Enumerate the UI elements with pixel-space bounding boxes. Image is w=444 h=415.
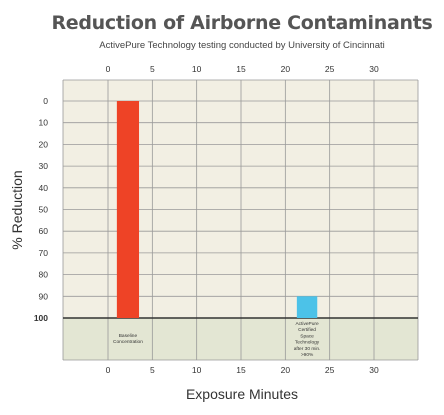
x-tick-label-bottom: 5	[150, 365, 155, 375]
x-tick-label-top: 15	[236, 64, 246, 74]
y-tick-label: 80	[39, 270, 49, 280]
x-tick-label-bottom: 10	[192, 365, 202, 375]
y-tick-label: 70	[39, 248, 49, 258]
chart-subtitle: ActivePure Technology testing conducted …	[99, 40, 385, 51]
label-band	[63, 318, 418, 360]
y-tick-label: 30	[39, 161, 49, 171]
bar	[116, 101, 140, 318]
plot-area	[63, 80, 418, 318]
x-tick-label-bottom: 25	[325, 365, 335, 375]
y-tick-label: 50	[39, 205, 49, 215]
x-axis-label: Exposure Minutes	[185, 386, 299, 402]
x-tick-label-top: 0	[106, 64, 111, 74]
x-tick-label-top: 30	[369, 64, 379, 74]
bar	[296, 296, 318, 318]
y-tick-label: 40	[39, 183, 49, 193]
x-tick-label-bottom: 15	[236, 365, 246, 375]
x-tick-label-top: 10	[192, 64, 202, 74]
x-tick-label-top: 20	[281, 64, 291, 74]
chart-title: Reduction of Airborne Contaminants	[51, 12, 433, 34]
x-tick-label-top: 5	[150, 64, 155, 74]
x-tick-label-bottom: 30	[369, 365, 379, 375]
y-tick-label: 20	[39, 139, 49, 149]
y-tick-label: 100	[34, 313, 48, 323]
bar-label: Baseline Concentration	[113, 333, 143, 345]
y-tick-label: 60	[39, 226, 49, 236]
x-tick-label-top: 25	[325, 64, 335, 74]
y-tick-label: 0	[43, 96, 48, 106]
y-tick-label: 10	[39, 118, 49, 128]
y-tick-label: 90	[39, 291, 49, 301]
x-tick-label-bottom: 20	[281, 365, 291, 375]
x-tick-label-bottom: 0	[106, 365, 111, 375]
bar-label: ActivePure Certified Space Technology after …	[294, 321, 321, 358]
